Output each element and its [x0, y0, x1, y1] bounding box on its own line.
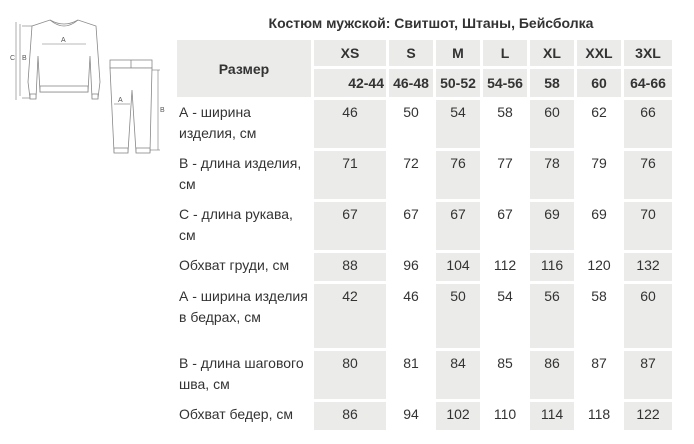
table-cell: 58 — [483, 100, 527, 148]
garment-drawing: A B C A B — [10, 19, 165, 154]
size-table: Размер XS S M L XL XXL 3XL 42-44 46-48 5… — [174, 37, 675, 433]
ru-size-6: 64-66 — [624, 69, 672, 97]
letter-a-top: A — [61, 37, 66, 44]
row-label: В - длина изделия, см — [177, 151, 311, 199]
table-cell: 67 — [436, 202, 480, 250]
table-row: Обхват бедер, см 86 94 102 110 114 118 1… — [177, 402, 672, 430]
row-label: А - ширина изделия в бедрах, см — [177, 284, 311, 348]
letter-c-top: C — [10, 55, 15, 62]
table-cell: 46 — [314, 100, 386, 148]
table-cell: 67 — [389, 202, 433, 250]
table-cell: 84 — [436, 351, 480, 399]
table-cell: 69 — [530, 202, 574, 250]
table-cell: 87 — [577, 351, 621, 399]
table-cell: 79 — [577, 151, 621, 199]
table-cell: 132 — [624, 253, 672, 281]
table-cell: 56 — [530, 284, 574, 348]
table-cell: 104 — [436, 253, 480, 281]
size-header-row: Размер XS S M L XL XXL 3XL — [177, 40, 672, 97]
size-header-3xl: 3XL — [624, 40, 672, 66]
row-label: В - длина шагового шва, см — [177, 351, 311, 399]
table-cell: 69 — [577, 202, 621, 250]
table-row: А - ширина изделия в бедрах, см 42 46 50… — [177, 284, 672, 348]
table-cell: 118 — [577, 402, 621, 430]
table-row: С - длина рукава, см 67 67 67 67 69 69 7… — [177, 202, 672, 250]
table-cell: 70 — [624, 202, 672, 250]
table-cell: 67 — [483, 202, 527, 250]
table-cell: 86 — [530, 351, 574, 399]
table-cell: 72 — [389, 151, 433, 199]
table-cell: 86 — [314, 402, 386, 430]
size-header-xxl: XXL — [577, 40, 621, 66]
table-cell: 62 — [577, 100, 621, 148]
table-cell: 54 — [436, 100, 480, 148]
ru-size-header-row: 42-44 46-48 50-52 54-56 58 60 64-66 — [177, 69, 672, 97]
size-header-s: S — [389, 40, 433, 66]
table-cell: 77 — [483, 151, 527, 199]
table-row: В - длина шагового шва, см 80 81 84 85 8… — [177, 351, 672, 399]
row-label: Обхват груди, см — [177, 253, 311, 281]
letter-b-top: B — [22, 55, 27, 62]
size-header-l: L — [483, 40, 527, 66]
table-row: А - ширина изделия, см 46 50 54 58 60 62… — [177, 100, 672, 148]
letter-b-bottom: B — [160, 107, 165, 114]
table-cell: 80 — [314, 351, 386, 399]
table-cell: 54 — [483, 284, 527, 348]
size-header-xl: XL — [530, 40, 574, 66]
table-cell: 88 — [314, 253, 386, 281]
table-cell: 42 — [314, 284, 386, 348]
table-cell: 60 — [530, 100, 574, 148]
table-cell: 78 — [530, 151, 574, 199]
ru-size-0: 42-44 — [314, 69, 386, 97]
table-cell: 87 — [624, 351, 672, 399]
size-header-label: Размер — [177, 40, 311, 97]
table-cell: 60 — [624, 284, 672, 348]
garment-illustration: A B C A B — [6, 12, 166, 157]
table-cell: 46 — [389, 284, 433, 348]
ru-size-1: 46-48 — [389, 69, 433, 97]
ru-size-4: 58 — [530, 69, 574, 97]
table-cell: 67 — [314, 202, 386, 250]
table-cell: 110 — [483, 402, 527, 430]
table-cell: 85 — [483, 351, 527, 399]
ru-size-5: 60 — [577, 69, 621, 97]
chart-title: Костюм мужской: Свитшот, Штаны, Бейсболк… — [268, 15, 594, 31]
table-cell: 50 — [436, 284, 480, 348]
row-label: Обхват бедер, см — [177, 402, 311, 430]
table-cell: 66 — [624, 100, 672, 148]
table-cell: 58 — [577, 284, 621, 348]
table-cell: 114 — [530, 402, 574, 430]
table-cell: 76 — [436, 151, 480, 199]
row-label: С - длина рукава, см — [177, 202, 311, 250]
table-row: Обхват груди, см 88 96 104 112 116 120 1… — [177, 253, 672, 281]
table-cell: 50 — [389, 100, 433, 148]
table-cell: 81 — [389, 351, 433, 399]
table-cell: 71 — [314, 151, 386, 199]
table-cell: 76 — [624, 151, 672, 199]
table-cell: 96 — [389, 253, 433, 281]
table-cell: 112 — [483, 253, 527, 281]
letter-a-bottom: A — [118, 97, 123, 104]
table-cell: 116 — [530, 253, 574, 281]
table-cell: 120 — [577, 253, 621, 281]
ru-size-3: 54-56 — [483, 69, 527, 97]
size-header-xs: XS — [314, 40, 386, 66]
size-header-m: M — [436, 40, 480, 66]
row-label: А - ширина изделия, см — [177, 100, 311, 148]
ru-size-2: 50-52 — [436, 69, 480, 97]
table-cell: 94 — [389, 402, 433, 430]
table-cell: 122 — [624, 402, 672, 430]
table-cell: 102 — [436, 402, 480, 430]
table-row: В - длина изделия, см 71 72 76 77 78 79 … — [177, 151, 672, 199]
